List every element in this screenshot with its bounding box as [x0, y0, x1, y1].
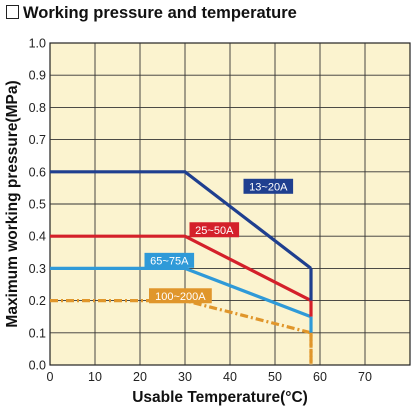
- y-axis-label: Maximum working pressure(MPa): [4, 80, 21, 327]
- y-tick-label: 0.2: [29, 294, 46, 308]
- y-tick-label: 0.5: [29, 198, 46, 212]
- chart-title: Working pressure and temperature: [6, 4, 297, 23]
- y-tick-label: 0.7: [29, 133, 46, 147]
- y-tick-label: 0.1: [29, 326, 46, 340]
- x-tick-label: 0: [47, 370, 54, 384]
- y-tick-label: 1.0: [29, 37, 46, 51]
- x-tick-label: 70: [358, 370, 372, 384]
- series-label-box: [144, 252, 195, 268]
- series-label-box: [243, 178, 294, 194]
- series-line-13-20a: [50, 170, 312, 270]
- series-label: 25~50A: [195, 225, 234, 237]
- chart-title-text: Working pressure and temperature: [23, 4, 297, 22]
- series-label: 13~20A: [249, 181, 288, 193]
- series-line-100-200a: [50, 299, 313, 365]
- x-tick-label: 60: [313, 370, 327, 384]
- x-tick-label: 20: [133, 370, 147, 384]
- y-tick-label: 0.8: [29, 101, 46, 115]
- x-tick-label: 30: [178, 370, 192, 384]
- series-line-25-50a: [50, 234, 312, 303]
- y-tick-label: 0.4: [29, 230, 46, 244]
- y-tick-label: 0.9: [29, 69, 46, 83]
- checkbox-square-icon: [6, 5, 19, 19]
- x-tick-label: 10: [88, 370, 102, 384]
- series-label-box: [189, 222, 240, 238]
- y-tick-label: 0.0: [29, 359, 46, 373]
- y-tick-label: 0.6: [29, 165, 46, 179]
- x-tick-label: 40: [223, 370, 237, 384]
- x-axis-label: Usable Temperature(°C): [132, 389, 308, 406]
- y-tick-label: 0.3: [29, 262, 46, 276]
- series-line-65-75a: [50, 266, 312, 319]
- x-tick-label: 50: [268, 370, 282, 384]
- series-label-box: [149, 288, 212, 304]
- series-label: 65~75A: [150, 255, 189, 267]
- series-label: 100~200A: [155, 291, 206, 303]
